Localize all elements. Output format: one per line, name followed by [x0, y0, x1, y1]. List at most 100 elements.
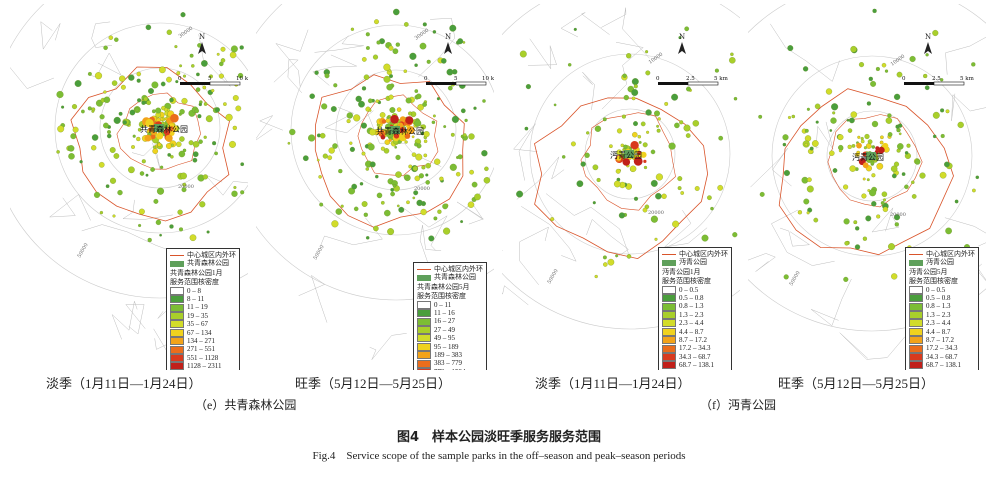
density-blob	[182, 74, 187, 78]
density-blob	[843, 276, 849, 282]
density-blob	[870, 80, 877, 87]
scale-label: 0	[902, 76, 906, 82]
density-blob	[398, 206, 405, 213]
density-blob	[138, 208, 145, 215]
density-blob	[594, 274, 598, 279]
density-blob	[631, 89, 639, 96]
density-hotspot	[168, 126, 174, 132]
map-legend: 中心城区内外环 共青森林公园 共青森林公园5月 服务范围核密度 0 – 11 11 – 1…	[413, 262, 487, 370]
density-blob	[869, 189, 877, 197]
density-blob	[787, 115, 792, 120]
district-boundary	[48, 194, 91, 221]
density-blob	[862, 236, 868, 241]
density-blob	[359, 182, 364, 186]
legend-class: 0.8 – 1.3	[662, 302, 728, 311]
density-blob	[872, 8, 877, 14]
density-blob	[181, 97, 188, 105]
density-hotspot	[640, 151, 647, 158]
class-range: 16 – 27	[434, 317, 455, 326]
scale-bar	[658, 82, 688, 85]
density-blob	[433, 216, 438, 221]
density-blob	[797, 210, 803, 215]
density-blob	[349, 146, 355, 152]
density-blob	[169, 97, 174, 103]
density-blob	[602, 255, 607, 260]
density-blob	[99, 114, 105, 120]
district-boundary	[81, 224, 176, 253]
density-blob	[375, 174, 379, 179]
legend-class: 35 – 67	[170, 320, 236, 329]
density-blob	[365, 167, 370, 171]
density-blob	[633, 84, 638, 89]
density-blob	[56, 90, 64, 99]
density-blob	[220, 58, 226, 63]
north-label: N	[445, 33, 451, 41]
density-blob	[134, 107, 140, 112]
density-blob	[107, 130, 111, 134]
scale-label: 0	[656, 76, 660, 82]
district-boundary	[125, 304, 146, 335]
density-blob	[858, 62, 865, 68]
density-blob	[316, 158, 320, 162]
class-swatch	[909, 353, 923, 362]
density-blob	[155, 219, 162, 226]
buffer-ring	[502, 4, 740, 330]
density-blob	[460, 108, 466, 114]
legend-park-entry: 沔青公园	[662, 258, 728, 266]
density-blob	[631, 96, 636, 101]
buffer-distance-label: 30000	[178, 26, 194, 40]
density-blob	[814, 103, 821, 110]
density-blob	[887, 113, 892, 118]
legend-class: 551 – 1128	[170, 354, 236, 363]
map-legend: 中心城区内外环 沔青公园 沔青公园1月 服务范围核密度 0 – 0.5 0.5 – 0.8…	[658, 247, 732, 370]
density-blob	[148, 88, 154, 94]
density-hotspot	[170, 113, 179, 123]
density-blob	[815, 120, 819, 124]
density-hotspot	[163, 128, 171, 136]
density-blob	[405, 97, 412, 104]
density-blob	[431, 120, 436, 125]
density-hotspot	[862, 162, 869, 169]
density-blob	[656, 128, 661, 133]
density-blob	[423, 139, 428, 144]
legend-class: 0.5 – 0.8	[909, 294, 975, 303]
density-blob	[128, 74, 135, 81]
district-boundary	[771, 209, 835, 266]
density-blob	[176, 71, 181, 76]
density-blob	[732, 232, 738, 238]
density-blob	[392, 184, 397, 188]
density-blob	[806, 185, 814, 193]
density-blob	[871, 201, 877, 207]
density-blob	[145, 173, 149, 177]
density-blob	[335, 208, 343, 215]
legend-class: 17.2 – 34.3	[662, 344, 728, 353]
density-blob	[850, 111, 858, 118]
density-blob	[425, 173, 429, 177]
density-blob	[460, 220, 464, 224]
class-swatch	[170, 345, 184, 354]
park-swatch	[909, 259, 923, 266]
density-blob	[166, 29, 172, 35]
density-blob	[686, 86, 691, 92]
density-blob	[103, 122, 109, 129]
density-blob	[468, 133, 475, 140]
density-blob	[91, 145, 97, 151]
density-blob	[592, 201, 596, 205]
district-boundary	[419, 225, 442, 270]
legend-title: 共青森林公园1月	[170, 268, 223, 277]
density-blob	[414, 119, 422, 127]
density-blob	[376, 192, 383, 199]
density-blob	[361, 151, 366, 156]
density-blob	[613, 180, 621, 188]
density-blob	[71, 104, 78, 110]
legend-text: 沔青公园	[926, 258, 954, 267]
class-range: 19 – 35	[187, 311, 208, 320]
class-range: 383 – 779	[434, 359, 462, 368]
district-boundary	[586, 218, 629, 258]
density-blob	[425, 180, 430, 185]
density-blob	[881, 62, 887, 68]
density-blob	[871, 173, 876, 178]
density-blob	[787, 45, 794, 52]
